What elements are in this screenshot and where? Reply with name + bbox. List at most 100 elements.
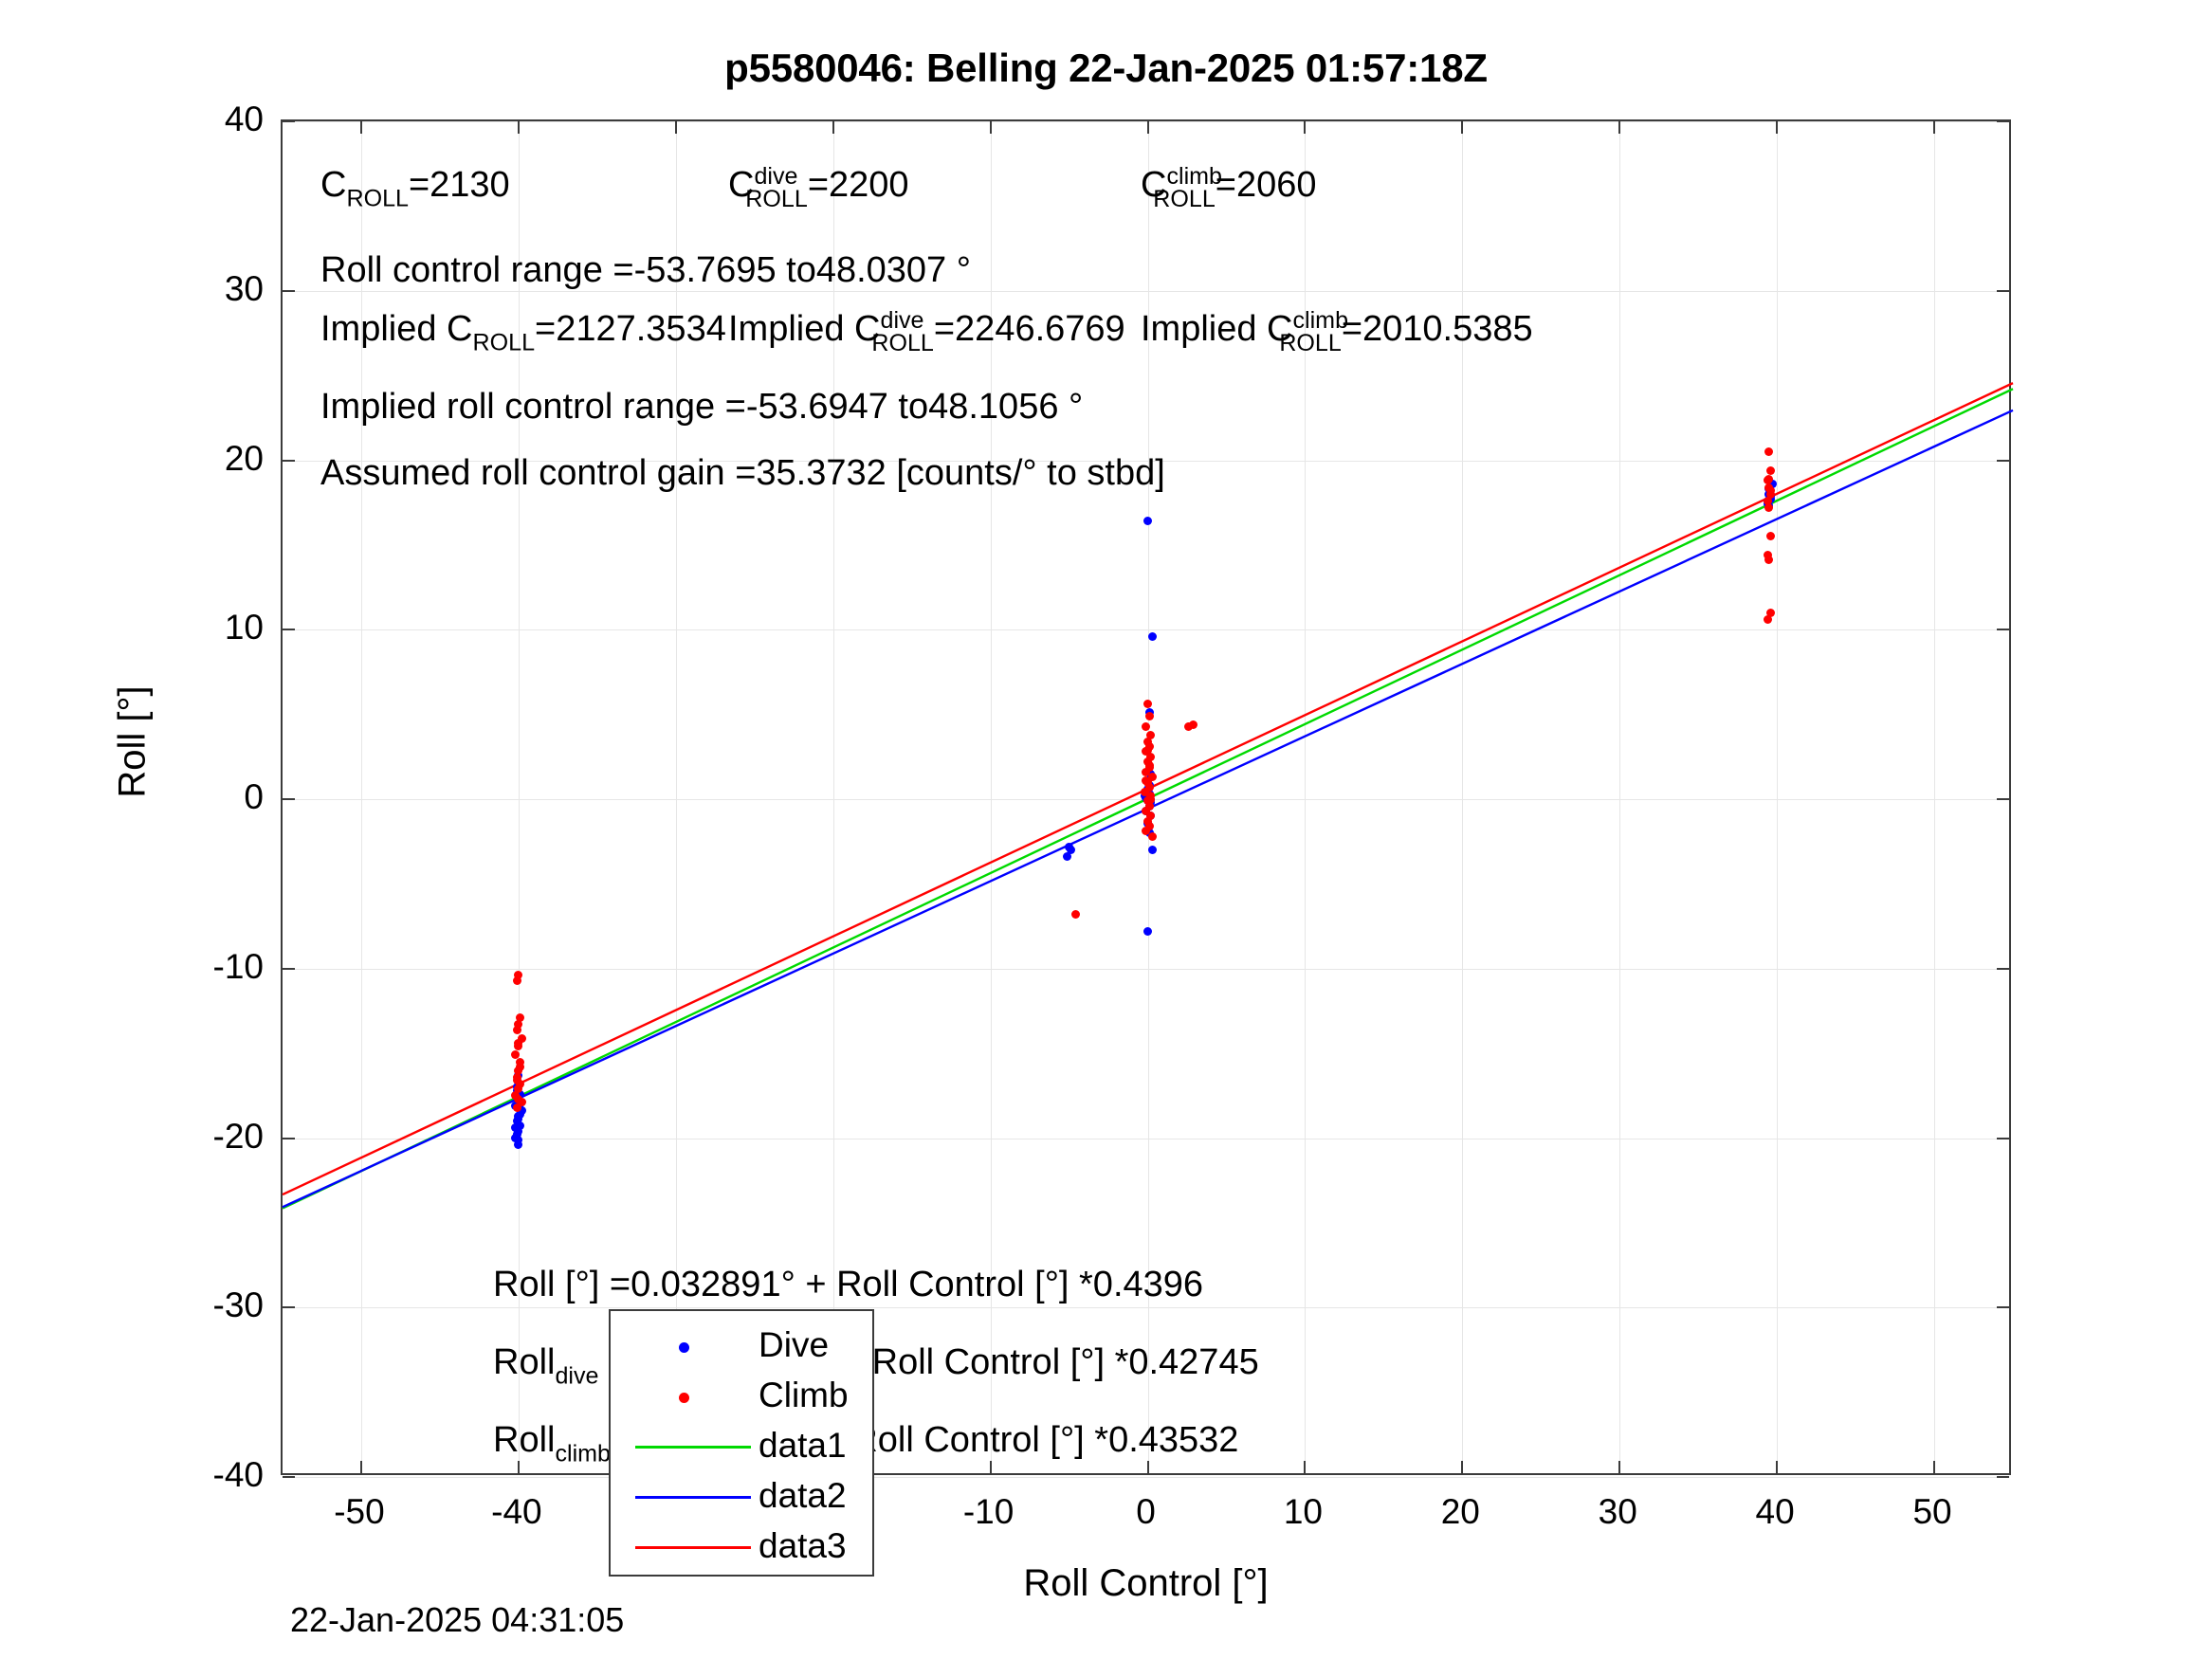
x-tick-label: 50 xyxy=(1912,1492,1952,1531)
data-point-climb xyxy=(1143,816,1152,826)
annot-c-roll-dive: CdiveROLL=2200 xyxy=(728,162,909,212)
legend-label: Dive xyxy=(759,1325,830,1364)
annot-implied-roll-control-range: Implied roll control range =-53.6947 to4… xyxy=(320,387,1084,427)
y-tick-label: -20 xyxy=(212,1116,264,1156)
data-point-dive xyxy=(1147,846,1157,855)
x-axis-tick xyxy=(1618,1461,1621,1473)
legend-swatch-climb xyxy=(624,1371,749,1422)
x-axis-tick xyxy=(1933,1461,1936,1473)
x-axis-tick xyxy=(1933,121,1936,134)
footer-timestamp: 22-Jan-2025 04:31:05 xyxy=(290,1600,625,1639)
data-point-dive xyxy=(1063,852,1072,862)
data-point-climb xyxy=(1142,721,1151,731)
legend-item-climb[interactable]: Climb xyxy=(611,1371,872,1422)
data-point-dive xyxy=(516,1109,525,1119)
data-point-climb xyxy=(1142,827,1151,836)
y-axis-label: Roll [°] xyxy=(111,685,154,798)
gridline-vertical xyxy=(1934,121,1936,1473)
gridline-vertical xyxy=(1619,121,1621,1473)
y-axis-tick xyxy=(283,629,295,631)
x-axis-tick xyxy=(832,121,834,134)
gridline-horizontal xyxy=(283,1307,2009,1309)
annot-c-roll: CROLL=2130 xyxy=(320,165,510,212)
data-point-climb xyxy=(1766,465,1775,475)
y-axis-tick xyxy=(1997,120,2009,122)
y-axis-tick xyxy=(1997,289,2009,292)
data-point-dive xyxy=(1147,631,1157,641)
legend-item-dive[interactable]: Dive xyxy=(611,1321,872,1372)
data-point-climb xyxy=(514,1094,523,1103)
data-point-dive xyxy=(1143,517,1152,526)
legend-line-icon xyxy=(635,1546,751,1549)
data-point-climb xyxy=(512,1103,521,1112)
data-point-climb xyxy=(514,971,523,980)
x-tick-label: -50 xyxy=(334,1492,385,1531)
data-point-climb xyxy=(517,1098,526,1107)
y-axis-tick xyxy=(1997,1476,2009,1478)
legend-swatch-data2 xyxy=(624,1471,751,1522)
data-point-climb xyxy=(1140,788,1149,797)
data-point-climb xyxy=(512,975,521,985)
x-axis-tick xyxy=(1146,121,1149,134)
data-point-climb xyxy=(512,1025,521,1034)
data-point-climb xyxy=(1142,767,1151,776)
x-axis-tick xyxy=(989,1461,992,1473)
y-axis-tick xyxy=(1997,967,2009,970)
data-point-climb xyxy=(1147,773,1157,782)
data-point-climb xyxy=(1764,474,1774,483)
data-point-climb xyxy=(1144,822,1154,831)
data-point-climb xyxy=(1766,532,1775,541)
gridline-vertical xyxy=(1777,121,1779,1473)
legend-label: data3 xyxy=(759,1526,847,1565)
x-tick-label: 0 xyxy=(1136,1492,1156,1531)
annot-implied-c-roll-dive: Implied CdiveROLL=2246.6769 xyxy=(728,306,1125,356)
x-axis-tick xyxy=(1146,1461,1149,1473)
data-point-climb xyxy=(1143,737,1152,746)
legend-item-data1[interactable]: data1 xyxy=(611,1421,872,1472)
data-point-climb xyxy=(1143,700,1152,709)
y-tick-label: 10 xyxy=(224,608,264,647)
data-point-climb xyxy=(1147,831,1157,841)
gridline-horizontal xyxy=(283,629,2009,631)
x-axis-tick xyxy=(517,1461,520,1473)
y-tick-label: -10 xyxy=(212,946,264,986)
data-point-climb xyxy=(1144,801,1154,811)
legend-item-data2[interactable]: data2 xyxy=(611,1471,872,1522)
y-axis-tick xyxy=(283,289,295,292)
legend-label: data1 xyxy=(759,1426,847,1465)
y-tick-label: 20 xyxy=(224,438,264,478)
y-axis-tick xyxy=(1997,1306,2009,1309)
y-axis-tick xyxy=(283,967,295,970)
x-tick-label: 40 xyxy=(1755,1492,1795,1531)
legend-label: Climb xyxy=(759,1376,849,1414)
data-point-climb xyxy=(1143,745,1152,755)
data-point-climb xyxy=(1764,556,1774,565)
y-axis-tick xyxy=(283,459,295,462)
data-point-climb xyxy=(1144,760,1154,770)
annot-assumed-gain: Assumed roll control gain =35.3732 [coun… xyxy=(320,453,1165,493)
data-point-climb xyxy=(1146,730,1156,739)
data-point-climb xyxy=(511,1050,521,1060)
data-point-climb xyxy=(1142,775,1151,785)
legend-dot-icon xyxy=(679,1342,689,1353)
y-axis-tick xyxy=(283,1306,295,1309)
x-tick-label: 30 xyxy=(1598,1492,1637,1531)
y-axis-tick xyxy=(1997,629,2009,631)
legend-item-data3[interactable]: data3 xyxy=(611,1522,872,1573)
data-point-dive xyxy=(511,1123,521,1133)
x-tick-label: 10 xyxy=(1283,1492,1323,1531)
y-axis-tick xyxy=(1997,1137,2009,1139)
data-point-climb xyxy=(1142,807,1151,815)
gridline-horizontal xyxy=(283,121,2009,122)
data-point-dive xyxy=(514,1135,523,1144)
data-point-dive xyxy=(516,1121,525,1131)
legend-swatch-dive xyxy=(624,1321,749,1372)
legend-dot-icon xyxy=(679,1393,689,1403)
data-point-dive xyxy=(1767,480,1777,489)
x-axis-tick xyxy=(1776,121,1779,134)
x-axis-tick xyxy=(989,121,992,134)
data-point-climb xyxy=(1146,811,1156,821)
equation-all: Roll [°] =0.032891° + Roll Control [°] *… xyxy=(493,1265,1204,1304)
data-point-climb xyxy=(1766,608,1775,617)
